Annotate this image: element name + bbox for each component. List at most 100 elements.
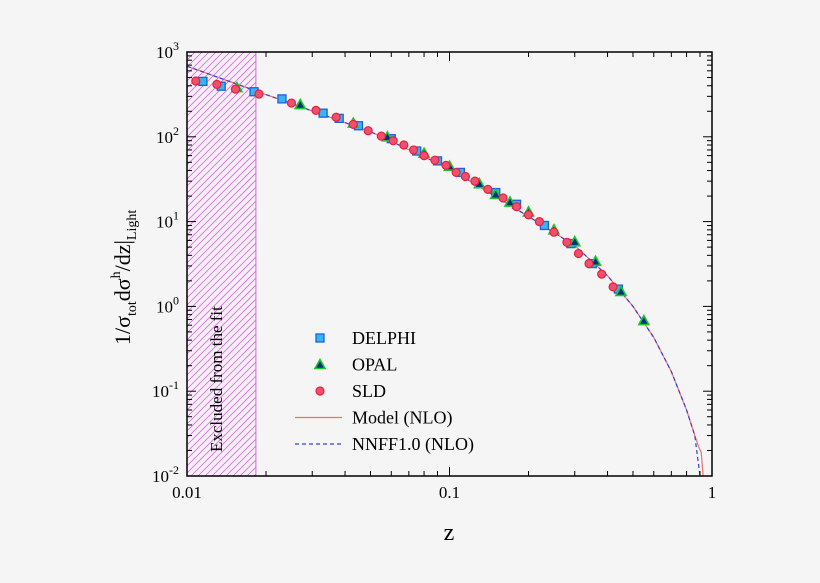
hatch-line — [187, 221, 256, 292]
legend-item: SLD — [315, 381, 386, 401]
data-points — [191, 76, 651, 326]
hatch-line — [187, 0, 307, 39]
hatch-line — [187, 109, 256, 180]
sld-point — [376, 131, 386, 141]
hatch-line — [187, 116, 256, 187]
sld-point — [608, 282, 618, 292]
hatch-line — [187, 361, 256, 432]
hatch-line — [187, 0, 307, 32]
opal-point — [293, 97, 307, 110]
sld-point — [254, 89, 264, 99]
x-tick-label: 0.1 — [439, 483, 460, 502]
legend-marker-square — [315, 333, 325, 343]
sld-point — [498, 193, 508, 203]
hatch-line — [187, 193, 256, 264]
hatch-line — [187, 0, 307, 46]
sld-point — [562, 237, 572, 247]
hatch-line — [187, 284, 256, 355]
sld-point — [573, 248, 584, 259]
hatch-line — [187, 214, 256, 285]
sld-point — [511, 202, 522, 212]
opal-point — [568, 235, 582, 247]
hatch-line — [225, 445, 256, 476]
sld-point — [363, 126, 373, 136]
hatch-line — [187, 52, 231, 96]
hatch-line — [187, 291, 256, 362]
hatch-line — [187, 52, 252, 117]
sld-point — [348, 119, 358, 130]
y-tick-label: 101 — [156, 209, 179, 232]
sld-point — [460, 171, 471, 182]
hatch-line — [187, 179, 256, 250]
sld-point — [430, 155, 440, 165]
x-tick-label: 0.01 — [172, 483, 202, 502]
hatch-line — [187, 186, 256, 257]
opal-point — [503, 195, 517, 207]
opal-point — [489, 187, 503, 200]
hatch-line — [187, 95, 256, 166]
legend-marker-triangle — [313, 357, 327, 370]
x-axis-label: z — [444, 520, 455, 546]
sld-point — [331, 112, 341, 122]
hatch-line — [187, 52, 196, 61]
hatch-line — [187, 465, 307, 578]
sld-point — [286, 98, 297, 108]
legend-item: DELPHI — [315, 328, 416, 348]
hatch-line — [187, 319, 256, 390]
hatch-line — [187, 52, 189, 54]
hatch-line — [190, 410, 256, 476]
legend-label: NNFF1.0 (NLO) — [352, 434, 474, 455]
sld-point — [441, 160, 451, 170]
x-tick-label: 1 — [708, 483, 717, 502]
hatch-line — [187, 151, 256, 222]
hatch-line — [187, 249, 256, 320]
sld-point — [212, 79, 222, 89]
excluded-label: Excluded from the fit — [207, 306, 226, 452]
sld-point — [388, 136, 398, 146]
hatch-line — [187, 403, 256, 474]
sld-point — [470, 176, 480, 186]
hatch-line — [187, 389, 256, 460]
legend: DELPHI OPAL SLD Model (NLO) NNFF1.0 (NLO) — [295, 328, 474, 455]
hatch-line — [187, 354, 256, 425]
hatch-line — [197, 417, 256, 476]
hatch-line — [187, 333, 256, 404]
hatch-line — [187, 326, 256, 397]
hatch-line — [187, 368, 256, 439]
hatch-line — [187, 340, 256, 411]
y-axis-label: 1/σtotdσh/dz|Light — [109, 210, 140, 345]
hatch-line — [187, 52, 224, 89]
hatch-line — [187, 52, 245, 110]
sld-point — [584, 258, 594, 269]
hatch-line — [187, 52, 217, 82]
y-tick-label: 100 — [156, 293, 179, 316]
sld-point — [523, 210, 534, 220]
sld-point — [399, 140, 409, 150]
hatch-line — [187, 256, 256, 327]
hatch-line — [187, 102, 256, 173]
sld-point — [549, 227, 559, 237]
sld-point — [597, 269, 607, 279]
hatch-line — [187, 298, 256, 369]
hatch-line — [187, 158, 256, 229]
sld-point — [230, 84, 241, 94]
legend-label: DELPHI — [352, 328, 416, 348]
hatch-line — [187, 312, 256, 383]
sld-point — [311, 105, 321, 115]
hatch-line — [187, 242, 256, 313]
curve-nnff1-0-nlo- — [186, 65, 701, 477]
hatch-line — [187, 235, 256, 306]
sld-point — [534, 217, 544, 227]
hatch-lines — [187, 0, 307, 578]
hatch-line — [187, 52, 210, 75]
hatch-line — [187, 165, 256, 236]
sld-point — [451, 167, 461, 178]
y-tick-label: 103 — [156, 39, 179, 62]
legend-item: NNFF1.0 (NLO) — [295, 434, 474, 455]
legend-marker-circle — [315, 386, 325, 396]
hatch-line — [187, 382, 256, 453]
hatch-line — [187, 123, 256, 194]
hatch-line — [187, 60, 256, 131]
sld-point — [483, 184, 493, 194]
